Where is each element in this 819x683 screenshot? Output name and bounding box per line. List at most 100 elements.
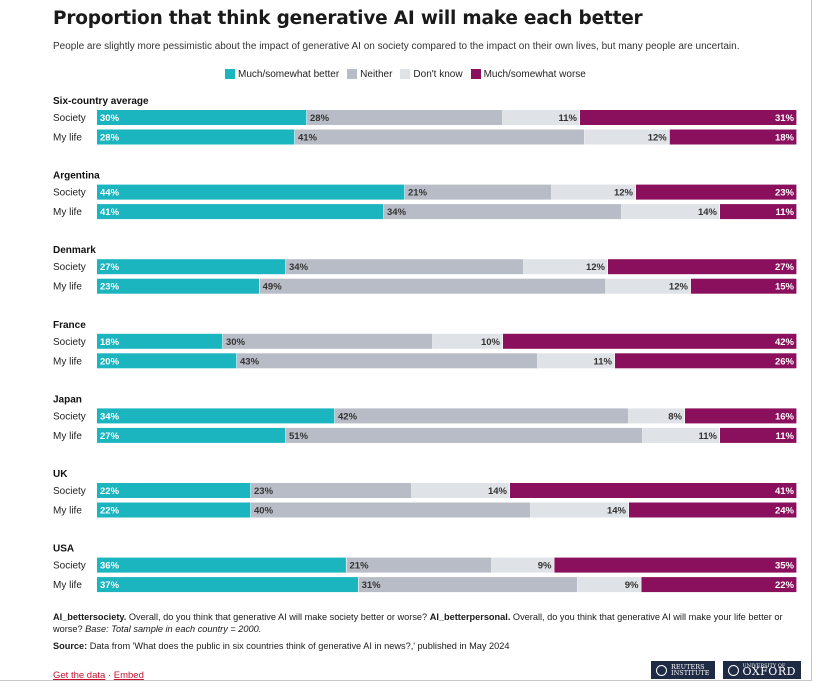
legend-swatch-better [225,69,235,79]
legend-item-worse: Much/somewhat worse [470,69,586,80]
bar-segment-neither [358,577,578,593]
bar-segment-worse [608,259,797,275]
bar-segment-neither [294,129,585,145]
bar-segment-better [97,577,359,593]
data-label-worse: 27% [775,262,795,273]
row-label: Society [53,188,86,199]
bar-segment-better [97,483,251,498]
data-label-worse: 22% [775,580,795,591]
bar-segment-worse [669,129,797,145]
data-label-dont-know: 9% [538,561,552,572]
data-label-neither: 34% [387,207,407,218]
note-base: Base: Total sample in each country = 200… [85,624,262,634]
data-label-neither: 40% [254,506,274,517]
data-label-better: 44% [100,188,120,199]
row-label: My life [53,282,82,293]
bar-segment-worse [641,577,797,593]
bar-segment-better [97,278,260,294]
data-label-better: 34% [100,411,120,422]
row-label: My life [53,580,82,591]
data-label-dont-know: 12% [648,133,668,144]
data-label-neither: 42% [338,411,358,422]
bar-segment-dont-know [643,427,720,443]
row-label: My life [53,431,82,442]
bar-segment-neither [335,408,629,424]
legend-item-better: Much/somewhat better [225,69,339,80]
bar-segment-dont-know [412,483,510,498]
bar-segment-better [97,502,251,518]
group-japan: Japan Society 34% 42% 8% 16% My life 27% 51% 11% 1… [53,394,797,443]
data-label-dont-know: 12% [586,262,606,273]
bar-segment-neither [251,483,412,498]
oxford-university-logo: UNIVERSITY OF OXFORD [722,661,801,679]
embed-link[interactable]: Embed [113,670,144,681]
source-text: Data from 'What does the public in six c… [87,641,510,651]
group-header: France [53,320,86,331]
data-label-better: 27% [100,262,120,273]
get-the-data-link[interactable]: Get the data [53,670,106,681]
bar-segment-better [97,427,286,443]
stacked-bar-chart: Six-country average Society 30% 28% 11% 31% My… [53,96,797,593]
note-question-text-society: Overall, do you think that generative AI… [126,612,430,622]
bar-segment-better [97,557,346,573]
bar-segment-worse [503,333,797,349]
reuters-emblem-icon [656,664,667,676]
data-label-worse: 42% [775,337,795,348]
note-question-code-society: AI_bettersociety. [53,612,127,622]
data-label-neither: 23% [254,486,274,497]
note-question-code-personal: AI_betterpersonal. [429,612,511,622]
data-label-worse: 26% [775,356,795,367]
data-label-worse: 15% [775,282,795,293]
reuters-logo-line1: REUTERS [671,662,705,671]
data-label-neither: 43% [240,356,260,367]
bar-segment-worse [615,353,797,369]
row-label: Society [53,113,86,124]
legend-swatch-neither [347,69,358,79]
group-header: Denmark [53,245,96,256]
data-label-worse: 23% [775,188,795,199]
legend-label-neither: Neither [360,68,393,80]
row-label: Society [53,262,86,273]
data-label-dont-know: 14% [698,207,718,218]
data-label-neither: 21% [408,188,428,199]
data-label-better: 36% [100,561,120,572]
data-label-better: 41% [100,207,120,218]
data-label-worse: 31% [775,113,795,124]
bar-segment-dont-know [606,278,691,294]
data-label-better: 23% [100,282,120,293]
legend-swatch-worse [470,69,481,79]
footer-logos: REUTERS INSTITUTE UNIVERSITY OF OXFORD [651,661,801,679]
data-label-dont-know: 10% [481,337,501,348]
group-six-country-average: Six-country average Society 30% 28% 11% 31% My… [53,96,797,145]
oxford-crest-icon [727,664,739,676]
bar-segment-neither [384,204,622,220]
group-denmark: Denmark Society 27% 34% 12% 27% My life 23% 49% 1… [53,245,797,294]
legend: Much/somewhat better Neither Don't know … [225,67,586,81]
row-label: My life [53,506,82,517]
data-label-neither: 49% [263,282,283,293]
data-label-dont-know: 12% [614,188,634,199]
group-header: Argentina [53,171,100,182]
link-separator: · [105,670,114,681]
row-label: My life [53,356,82,367]
bar-segment-neither [259,278,606,294]
page-subtitle: People are slightly more pessimistic abo… [53,41,740,52]
chart-notes: AI_bettersociety. Overall, do you think … [53,611,803,635]
data-label-worse: 24% [775,506,795,517]
bar-segment-better [97,333,223,349]
data-label-worse: 18% [775,133,795,144]
row-label: My life [53,207,82,218]
bar-segment-worse [685,408,797,424]
legend-item-neither: Neither [347,69,392,80]
source-line: Source: Data from 'What does the public … [53,641,510,651]
data-label-dont-know: 8% [668,411,682,422]
data-label-dont-know: 14% [488,486,508,497]
data-label-neither: 31% [362,580,382,591]
legend-swatch-dont-know [400,69,411,79]
bar-segment-better [97,353,237,369]
data-label-better: 20% [100,356,120,367]
group-argentina: Argentina Society 44% 21% 12% 23% My life 41% 34… [53,171,797,220]
bar-segment-neither [346,557,492,573]
bar-segment-neither [405,184,552,200]
bar-segment-better [97,129,295,145]
